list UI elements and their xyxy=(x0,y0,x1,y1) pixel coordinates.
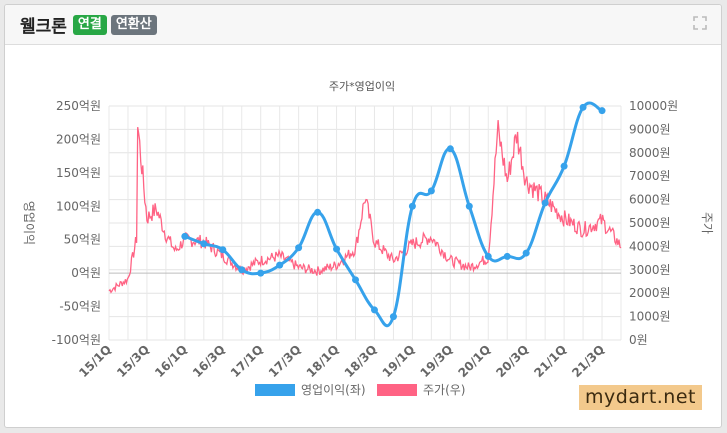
operating-profit-point[interactable] xyxy=(370,306,378,314)
operating-profit-point[interactable] xyxy=(560,162,568,170)
y-tick-right: 8000원 xyxy=(629,146,671,160)
y-ticks-left: -100억원 -50억원 0억원 50억원 100억원 150억원 200억원 250억원 xyxy=(52,99,101,347)
series-price xyxy=(108,120,622,294)
y-axis-right-label: 주가 xyxy=(700,212,714,234)
y-tick-right: 6000원 xyxy=(629,193,671,207)
operating-profit-point[interactable] xyxy=(295,244,303,252)
operating-profit-point[interactable] xyxy=(181,232,189,240)
operating-profit-point[interactable] xyxy=(238,266,246,274)
badge-annualized[interactable]: 연환산 xyxy=(110,14,157,35)
y-tick-right: 9000원 xyxy=(629,122,671,136)
grid-lines xyxy=(108,105,622,341)
expand-icon[interactable] xyxy=(693,16,707,30)
x-tick-label: 15/1Q xyxy=(76,342,114,380)
chart-title: 주가*영업이익 xyxy=(329,80,395,93)
legend-label-price[interactable]: 주가(우) xyxy=(423,383,465,397)
operating-profit-point[interactable] xyxy=(541,199,549,207)
operating-profit-point[interactable] xyxy=(333,245,341,253)
legend: 영업이익(좌) 주가(우) xyxy=(255,383,465,397)
legend-swatch-price[interactable] xyxy=(377,384,417,396)
y-tick-right: 4000원 xyxy=(629,239,671,253)
y-tick-right: 3000원 xyxy=(629,263,671,277)
operating-profit-point[interactable] xyxy=(427,187,435,195)
x-tick-label: 15/3Q xyxy=(114,342,152,380)
y-tick-right: 7000원 xyxy=(629,169,671,183)
x-tick-label: 20/1Q xyxy=(455,342,493,380)
x-tick-label: 21/1Q xyxy=(531,342,569,380)
watermark: mydart.net xyxy=(579,385,702,410)
operating-profit-point[interactable] xyxy=(503,252,511,260)
x-tick-label: 19/3Q xyxy=(418,342,456,380)
y-tick-left: 0억원 xyxy=(71,266,101,280)
operating-profit-point[interactable] xyxy=(579,103,587,111)
operating-profit-point[interactable] xyxy=(200,240,208,248)
x-tick-label: 18/3Q xyxy=(342,342,380,380)
y-tick-left: 50억원 xyxy=(64,233,101,247)
y-axis-left-label: 영업이익 xyxy=(22,201,36,245)
y-tick-right: 0원 xyxy=(629,333,648,347)
y-tick-left: 200억원 xyxy=(56,132,101,146)
x-tick-label: 19/1Q xyxy=(380,342,418,380)
operating-profit-point[interactable] xyxy=(408,202,416,210)
chart-card: 웰크론 연결 연환산 주가*영업이익 영업이익 주가 -100억원 -50억원 0억… xyxy=(4,4,722,428)
operating-profit-point[interactable] xyxy=(314,208,322,216)
chart-svg: 주가*영업이익 영업이익 주가 -100억원 -50억원 0억원 50억원 100억원 1… xyxy=(22,80,714,397)
operating-profit-point[interactable] xyxy=(257,269,265,277)
y-tick-left: 150억원 xyxy=(56,166,101,180)
legend-label-op[interactable]: 영업이익(좌) xyxy=(301,383,366,397)
x-tick-label: 18/1Q xyxy=(304,342,342,380)
operating-profit-point[interactable] xyxy=(522,249,530,257)
y-tick-left: 100억원 xyxy=(56,199,101,213)
y-tick-right: 10000원 xyxy=(629,99,678,113)
chart-area: 주가*영업이익 영업이익 주가 -100억원 -50억원 0억원 50억원 100억원 1… xyxy=(5,46,721,427)
x-ticks: 15/1Q 15/3Q 16/1Q 16/3Q 17/1Q 17/3Q 18/1Q 18/3Q… xyxy=(76,342,607,380)
operating-profit-point[interactable] xyxy=(352,276,360,284)
badge-connected[interactable]: 연결 xyxy=(72,14,107,35)
operating-profit-point[interactable] xyxy=(484,252,492,260)
operating-profit-point[interactable] xyxy=(389,313,397,321)
y-tick-right: 1000원 xyxy=(629,310,671,324)
y-tick-right: 5000원 xyxy=(629,216,671,230)
operating-profit-line xyxy=(184,101,603,328)
x-tick-label: 20/3Q xyxy=(493,342,531,380)
company-name: 웰크론 xyxy=(20,17,67,37)
x-tick-label: 17/3Q xyxy=(266,342,304,380)
y-tick-left: -100억원 xyxy=(52,333,101,347)
operating-profit-point[interactable] xyxy=(598,107,606,115)
x-tick-label: 16/3Q xyxy=(190,342,228,380)
card-header: 웰크론 연결 연환산 xyxy=(5,5,721,45)
y-tick-left: 250억원 xyxy=(56,99,101,113)
x-tick-label: 21/3Q xyxy=(569,342,607,380)
y-tick-right: 2000원 xyxy=(629,286,671,300)
y-ticks-right: 0원 1000원 2000원 3000원 4000원 5000원 6000원 7000원 800… xyxy=(629,99,678,347)
operating-profit-point[interactable] xyxy=(446,145,454,153)
operating-profit-point[interactable] xyxy=(465,202,473,210)
x-tick-label: 17/1Q xyxy=(228,342,266,380)
series-operating-profit xyxy=(181,101,606,328)
x-tick-label: 16/1Q xyxy=(152,342,190,380)
price-line xyxy=(108,120,622,294)
y-tick-left: -50억원 xyxy=(59,300,101,314)
legend-swatch-op[interactable] xyxy=(255,384,295,396)
operating-profit-point[interactable] xyxy=(276,261,284,269)
operating-profit-point[interactable] xyxy=(219,246,227,254)
